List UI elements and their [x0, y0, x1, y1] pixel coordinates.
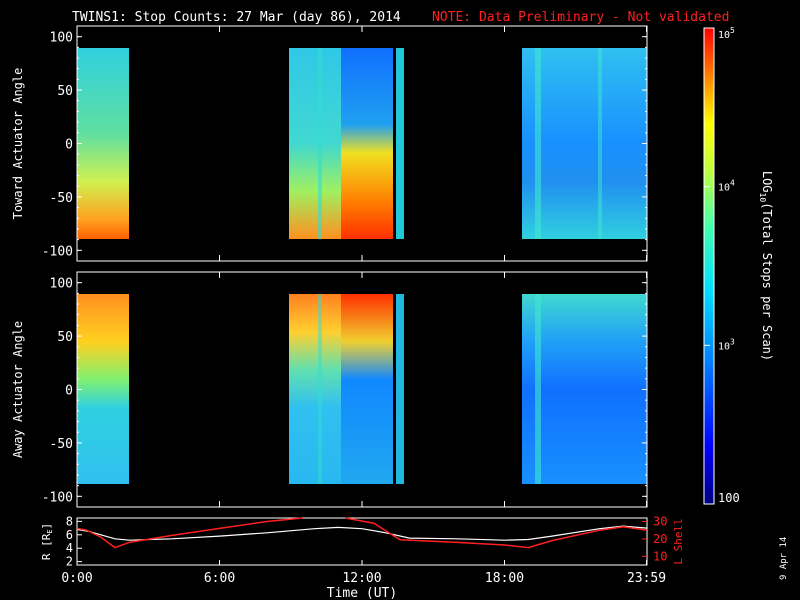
colorbar-tick-label: 103: [718, 337, 735, 352]
away-heatmap-block-3: [341, 294, 393, 484]
toward-heatmap-block-1: [77, 48, 129, 239]
toward-heatmap-block-3: [341, 48, 393, 239]
x-tick-label: 18:00: [485, 571, 524, 586]
away-heatmap-block-4: [396, 294, 404, 484]
x-tick-label: 6:00: [204, 571, 235, 586]
y-tick-label: -100: [42, 490, 73, 505]
y-tick-label: 50: [57, 330, 73, 345]
colorbar-gradient: [703, 27, 715, 505]
y-tick-label: 2: [66, 555, 73, 569]
toward-heatmap-block-2: [289, 48, 341, 239]
y-axis-label-left: R [RE]: [40, 523, 54, 560]
chart-title: TWINS1: Stop Counts: 27 Mar (day 86), 20…: [72, 10, 401, 25]
toward-stripe: [535, 48, 541, 239]
orbit-axes-frame: [76, 517, 648, 566]
away-stripe: [535, 294, 541, 484]
x-axis-label: Time (UT): [327, 586, 397, 600]
y-tick-label-right: 30: [653, 514, 667, 528]
toward-angle-panel: [76, 25, 648, 262]
x-tick-label: 0:00: [61, 571, 92, 586]
y-tick-label-right: 10: [653, 549, 667, 563]
generation-date: 9 Apr 14: [779, 537, 789, 580]
y-tick-label: 6: [66, 528, 73, 542]
x-tick-label: 23:59: [627, 571, 666, 586]
y-tick-label: -100: [42, 244, 73, 259]
toward-heatmap-block-5: [522, 48, 647, 239]
r-distance-line: [76, 525, 648, 541]
y-tick-label: 50: [57, 84, 73, 99]
colorbar-label: LOG10(Total Stops per Scan): [758, 171, 774, 361]
y-tick-label: 100: [50, 31, 73, 46]
preliminary-note: NOTE: Data Preliminary - Not validated: [432, 10, 729, 25]
orbit-panel: [76, 517, 648, 566]
y-tick-label: 4: [66, 541, 73, 555]
y-tick-label: 100: [50, 277, 73, 292]
y-axis-label-right: L Shell: [672, 518, 685, 564]
away-angle-panel: [76, 271, 648, 508]
l-shell-line: [76, 517, 303, 549]
y-axis-label: Away Actuator Angle: [11, 321, 25, 458]
away-heatmap-block-5: [522, 294, 647, 484]
away-heatmap-block-2: [289, 294, 341, 484]
away-heatmap-block-1: [77, 294, 129, 484]
toward-stripe: [598, 48, 602, 239]
y-axis-label: Toward Actuator Angle: [11, 68, 25, 220]
colorbar-tick-label: 104: [718, 179, 735, 194]
colorbar: 100 103 104 105 LOG10(Total Stops per Scan): [703, 26, 774, 505]
y-tick-label-right: 20: [653, 532, 667, 546]
y-tick-label: 0: [65, 138, 73, 153]
y-tick-label: 8: [66, 514, 73, 528]
l-shell-line: [345, 517, 648, 549]
y-tick-label: -50: [50, 191, 73, 206]
toward-stripe: [318, 48, 322, 239]
colorbar-tick-label: 100: [718, 491, 740, 505]
y-tick-label: -50: [50, 437, 73, 452]
toward-heatmap-block-4: [396, 48, 404, 239]
colorbar-tick-label: 105: [718, 26, 735, 41]
away-stripe: [318, 294, 322, 484]
x-tick-label: 12:00: [342, 571, 381, 586]
y-tick-label: 0: [65, 384, 73, 399]
